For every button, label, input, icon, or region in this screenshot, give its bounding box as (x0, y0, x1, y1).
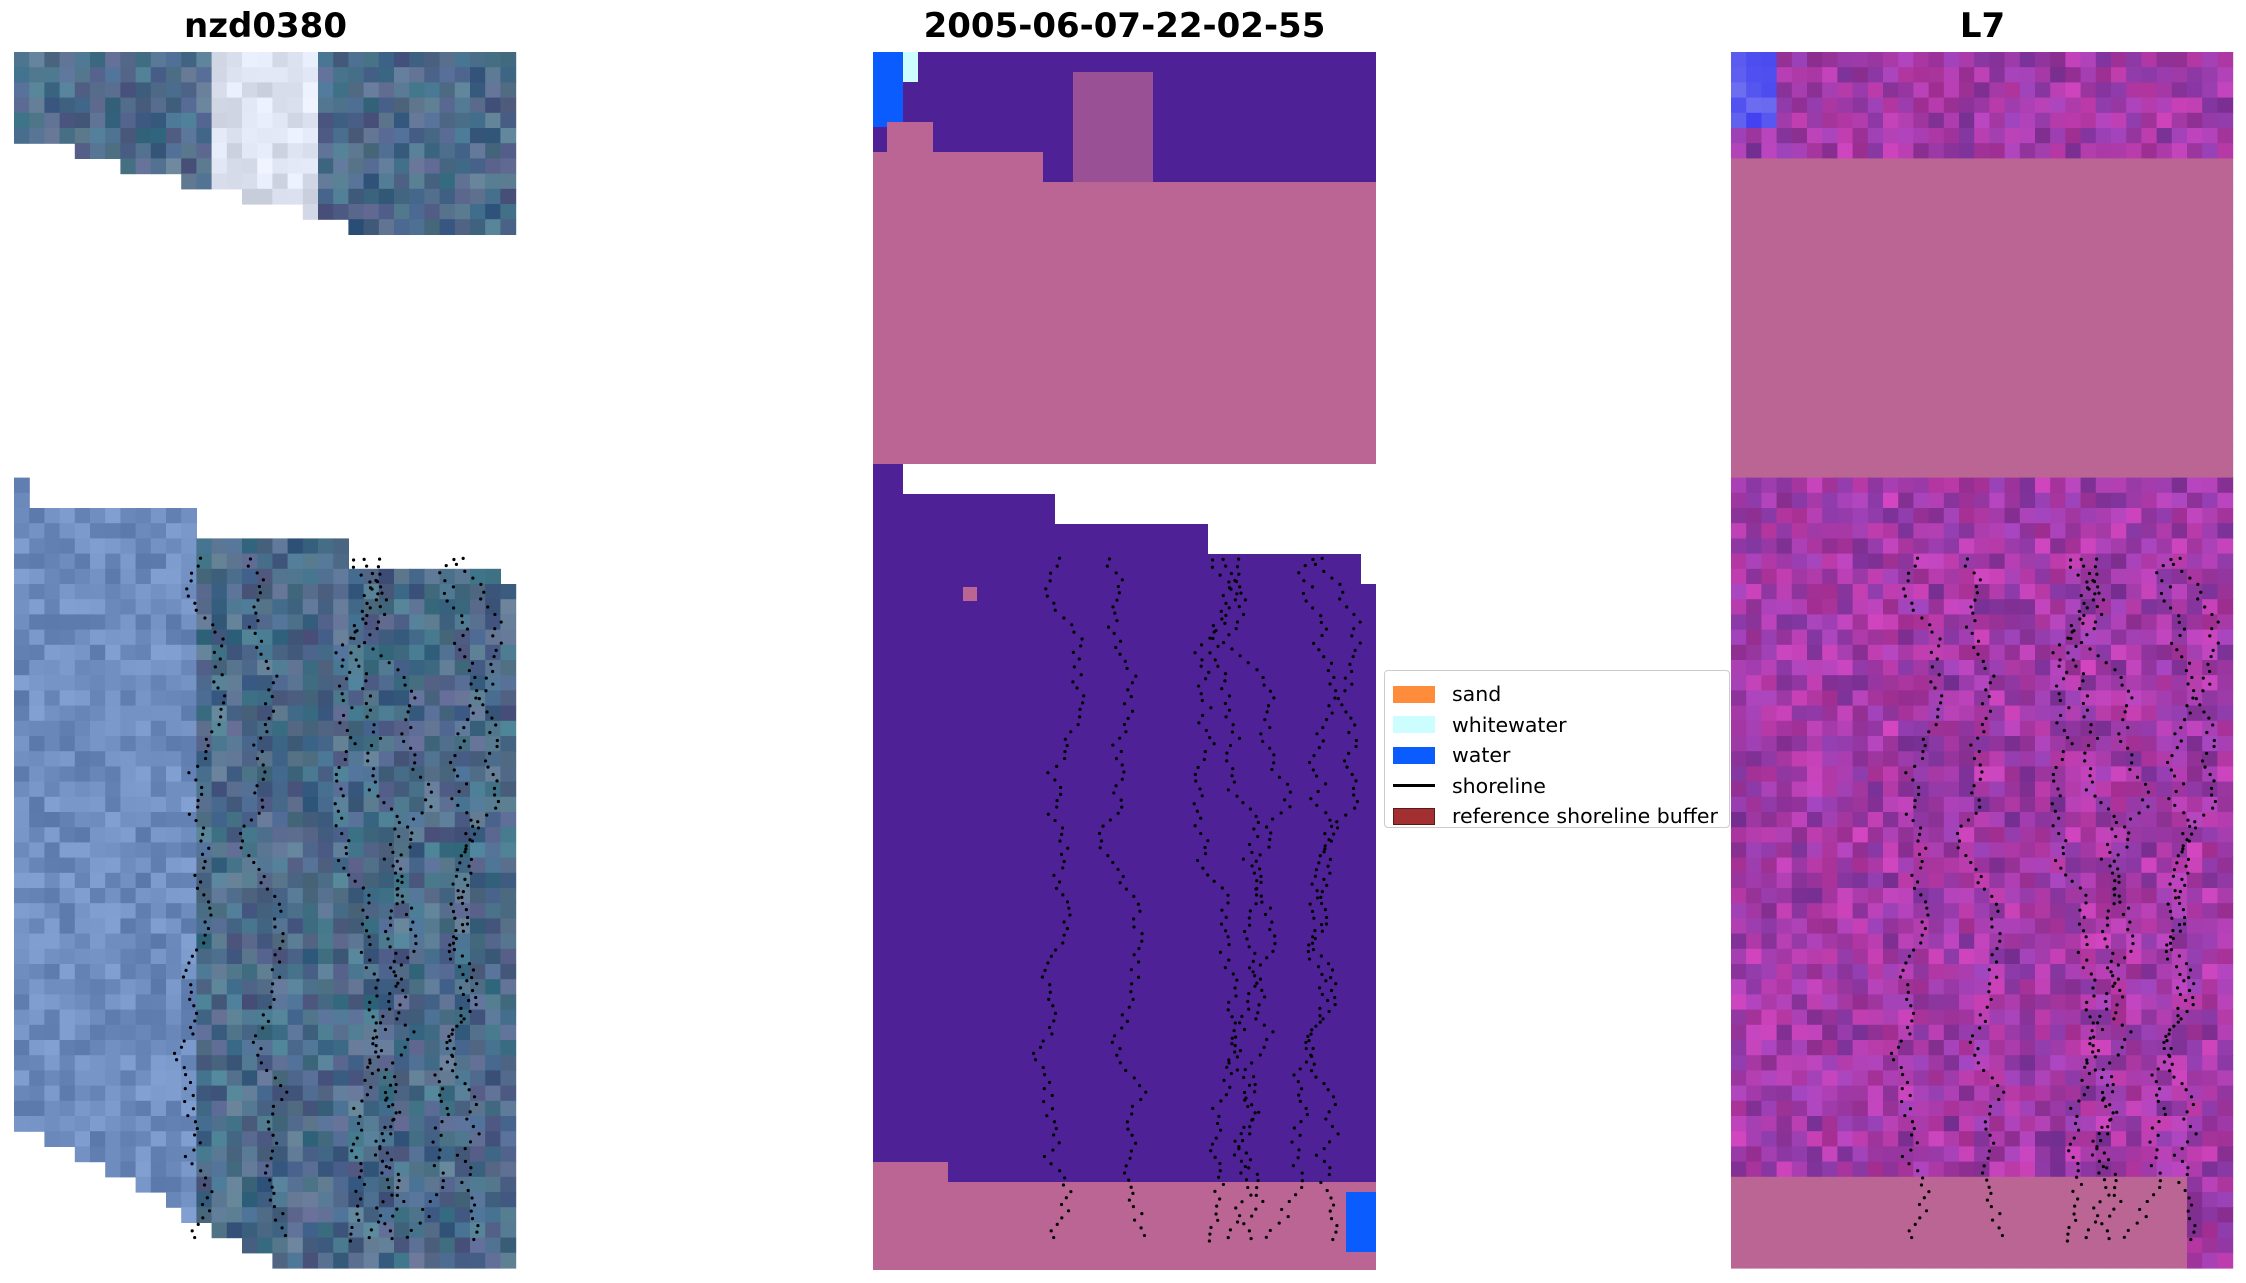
sand-swatch (1393, 685, 1435, 703)
classified-image-panel (873, 52, 1376, 1270)
legend-label: whitewater (1452, 712, 1567, 737)
legend-item-sand: sand (1393, 679, 1721, 710)
classified-image (873, 52, 1376, 1270)
legend-label: shoreline (1452, 773, 1546, 798)
reference-buffer-swatch (1393, 807, 1435, 825)
panel-title-rgb: nzd0380 (184, 6, 347, 46)
whitewater-swatch (1393, 716, 1435, 734)
index-image-panel (1731, 52, 2234, 1270)
index-image (1731, 52, 2234, 1269)
panel-title-index: L7 (1959, 6, 2006, 46)
legend-label: sand (1452, 682, 1502, 707)
legend-label: reference shoreline buffer (1452, 804, 1718, 829)
panel-title-classified: 2005-06-07-22-02-55 (923, 6, 1326, 46)
shoreline-line-swatch (1393, 784, 1435, 788)
rgb-satellite-image (14, 52, 517, 1269)
rgb-image-panel (14, 52, 517, 1270)
water-swatch (1393, 746, 1435, 764)
legend: sand whitewater water shoreline referenc… (1384, 670, 1730, 828)
legend-item-shoreline: shoreline (1393, 771, 1721, 802)
legend-item-water: water (1393, 740, 1721, 771)
legend-label: water (1452, 743, 1511, 768)
legend-item-whitewater: whitewater (1393, 710, 1721, 741)
legend-item-reference-buffer: reference shoreline buffer (1393, 801, 1721, 832)
